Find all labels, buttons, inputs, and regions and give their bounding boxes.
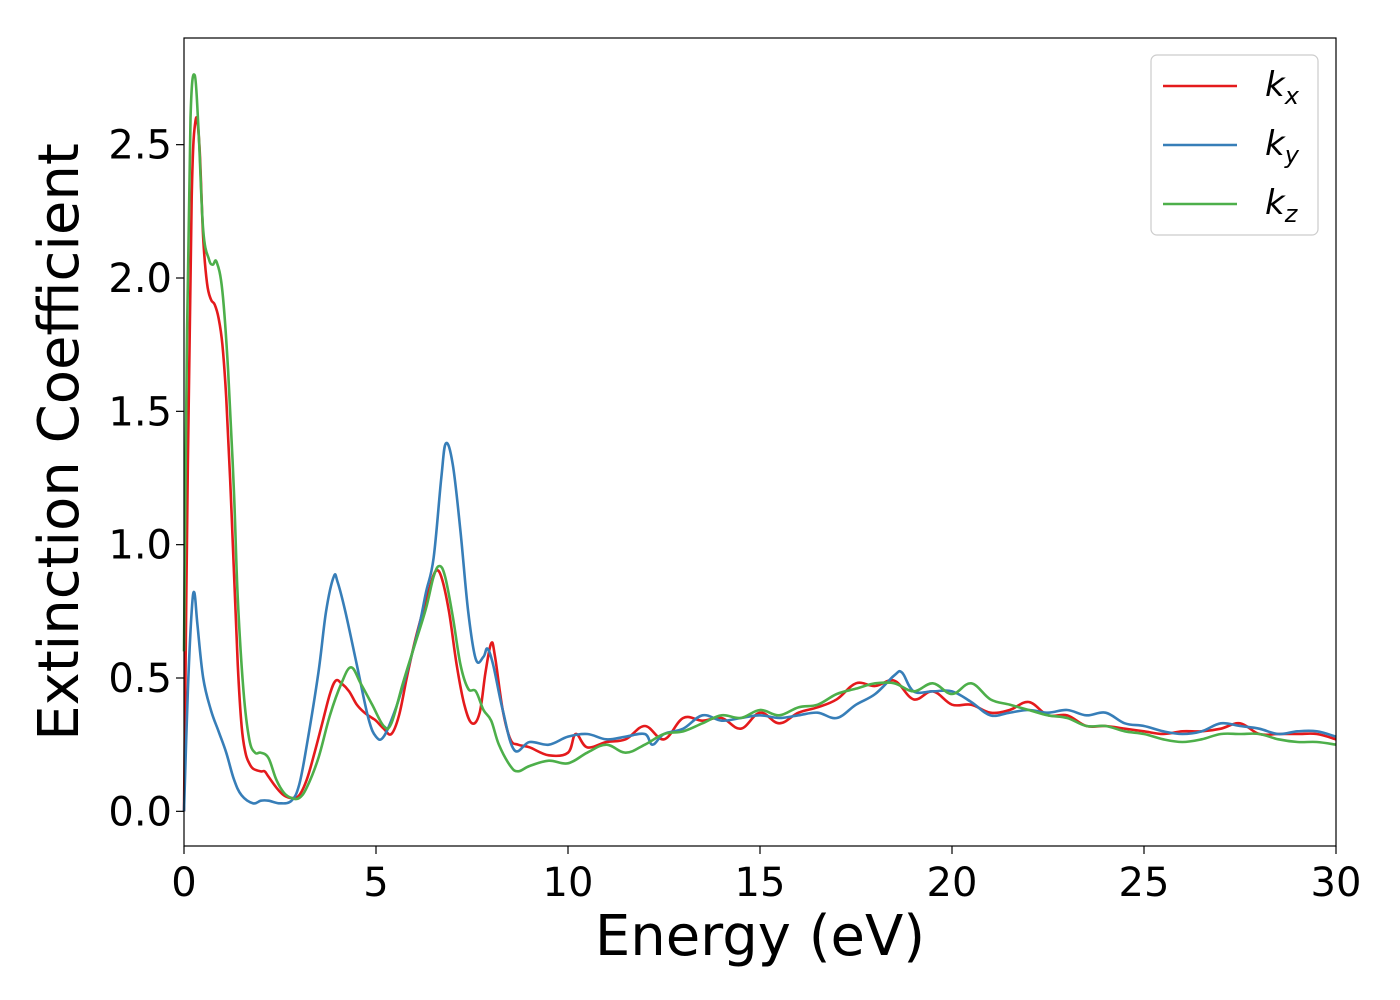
x-axis-title: Energy (eV) — [595, 904, 925, 969]
series-layer — [182, 73, 1337, 812]
y-tick-label: 1.5 — [108, 389, 172, 435]
x-tick-label: 5 — [363, 860, 388, 906]
x-tick-label: 25 — [1119, 860, 1170, 906]
x-axis-ticks: 0 5 10 15 20 25 30 — [171, 846, 1361, 906]
x-tick-label: 15 — [735, 860, 786, 906]
x-tick-label: 10 — [543, 860, 594, 906]
y-tick-label: 0.0 — [108, 789, 172, 835]
y-tick-label: 2.5 — [108, 123, 172, 169]
series-line-y — [182, 441, 1337, 812]
series-line-x — [182, 116, 1337, 812]
x-tick-label: 0 — [171, 860, 196, 906]
legend: kx ky kz — [1150, 54, 1319, 236]
y-axis-ticks: 0.0 0.5 1.0 1.5 2.0 2.5 — [108, 123, 184, 835]
series-line-z — [182, 73, 1337, 801]
x-tick-label: 20 — [927, 860, 978, 906]
legend-label-x: kx — [1265, 65, 1300, 110]
y-tick-label: 2.0 — [108, 256, 172, 302]
y-tick-label: 0.5 — [108, 656, 172, 702]
y-tick-label: 1.0 — [108, 523, 172, 569]
legend-label-y: ky — [1265, 124, 1300, 169]
y-axis-title: Extinction Coefficient — [27, 143, 92, 741]
x-tick-label: 30 — [1311, 860, 1362, 906]
legend-label-z: kz — [1265, 183, 1299, 228]
